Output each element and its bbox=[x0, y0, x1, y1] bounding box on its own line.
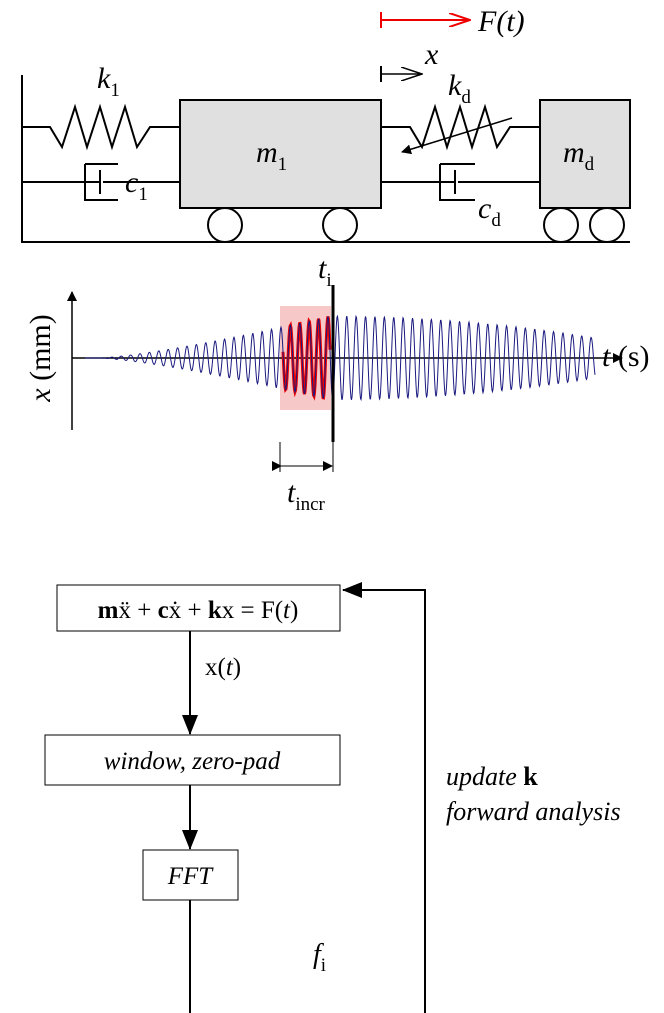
subscript: 1 bbox=[278, 154, 288, 175]
label-part: ) bbox=[233, 654, 241, 681]
label-part: (s) bbox=[610, 340, 649, 373]
feedback-line-2: forward analysis bbox=[446, 797, 621, 826]
window-label: window, zero-pad bbox=[104, 748, 281, 775]
mechanical-system: F(t) x k1 c1 m1 kd cd md bbox=[22, 5, 630, 242]
eq-part: ) bbox=[290, 597, 298, 624]
response-signal bbox=[85, 316, 595, 400]
eq-part: ẍ + bbox=[118, 597, 157, 624]
spring-1-label: k1 bbox=[97, 62, 120, 101]
spring-d bbox=[381, 107, 540, 147]
diagram: F(t) x k1 c1 m1 kd cd md x (mm) t (s) ti… bbox=[0, 0, 664, 1013]
x-axis-label: t (s) bbox=[602, 340, 650, 373]
symbol: c bbox=[125, 166, 138, 199]
variable-arrow bbox=[402, 118, 512, 152]
subscript: incr bbox=[295, 494, 325, 515]
eq-part: m bbox=[98, 597, 119, 624]
eq-part: x = F( bbox=[222, 597, 283, 624]
symbol: m bbox=[563, 136, 585, 169]
increment-label: tincr bbox=[287, 476, 326, 515]
disp-label: x bbox=[424, 38, 439, 71]
subscript: d bbox=[585, 154, 595, 175]
increment-ticks bbox=[280, 442, 333, 472]
symbol: k bbox=[448, 69, 462, 102]
wheel bbox=[544, 208, 578, 242]
subscript: d bbox=[491, 210, 501, 231]
flowchart: mẍ + cẋ + kx = F(t) x(t) window, zero-pa… bbox=[45, 585, 621, 1013]
eq-part: ẋ + bbox=[169, 597, 208, 624]
fft-label: FFT bbox=[167, 863, 215, 890]
response-plot: x (mm) t (s) ti tincr bbox=[24, 252, 650, 515]
subscript: i bbox=[326, 270, 331, 291]
eq-part: k bbox=[208, 597, 222, 624]
equation: mẍ + cẋ + kx = F(t) bbox=[98, 597, 299, 624]
eq-part: c bbox=[158, 597, 169, 624]
spring-1 bbox=[22, 107, 180, 147]
feedback-arrow bbox=[343, 590, 425, 1013]
subscript: i bbox=[321, 955, 326, 976]
wheel bbox=[590, 208, 624, 242]
feedback-line-1: update k bbox=[446, 762, 538, 791]
wheel bbox=[208, 208, 242, 242]
subscript: 1 bbox=[110, 80, 120, 101]
wheel bbox=[323, 208, 357, 242]
symbol: k bbox=[97, 62, 111, 95]
label-part: (mm) bbox=[24, 314, 57, 388]
symbol: m bbox=[256, 136, 278, 169]
damper-d-label: cd bbox=[478, 192, 501, 231]
spring-d-label: kd bbox=[448, 69, 471, 108]
label-part: update bbox=[446, 762, 523, 791]
label-part: x( bbox=[205, 654, 226, 681]
force-label: F(t) bbox=[477, 5, 525, 38]
damper-1 bbox=[22, 164, 180, 200]
subscript: 1 bbox=[138, 184, 148, 205]
damper-1-label: c1 bbox=[125, 166, 148, 205]
signal-label: x(t) bbox=[205, 654, 241, 681]
damper-d bbox=[381, 164, 540, 200]
frequency-label: fi bbox=[313, 939, 326, 976]
symbol: c bbox=[478, 192, 491, 225]
label-part: x bbox=[24, 388, 57, 403]
label-part: k bbox=[523, 762, 538, 791]
time-marker-label: ti bbox=[318, 252, 332, 291]
subscript: d bbox=[461, 87, 471, 108]
y-axis-label: x (mm) bbox=[24, 314, 57, 402]
